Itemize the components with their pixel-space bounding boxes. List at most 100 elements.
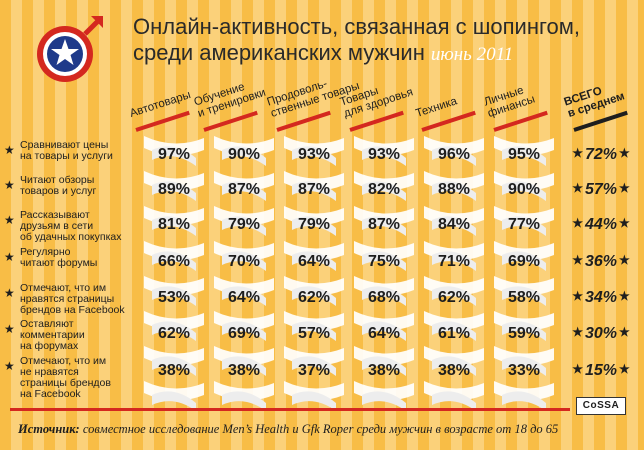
ribbon-fold [292, 356, 336, 376]
value-cell: 64% [297, 253, 331, 270]
ribbon-fold [432, 146, 476, 166]
ribbon-fold [362, 286, 406, 306]
row-label-line: брендов на Facebook [20, 304, 125, 316]
chart-title: Онлайн-активность, связанная с шопингом,… [133, 14, 580, 68]
ribbon-fold [222, 216, 266, 236]
row-label-line: страницы брендов [20, 377, 111, 389]
row-label: Отмечают, что им нравятся страницы брендов… [20, 283, 138, 316]
star-icon: ★ [572, 325, 583, 339]
ribbon-fold [152, 146, 196, 166]
row-label-line: на Facebook [20, 388, 81, 400]
row-label-line: нравятся страницы [20, 293, 115, 305]
ribbon-fold [152, 286, 196, 306]
star-icon: ★ [572, 146, 583, 160]
total-value: 36% [584, 253, 618, 270]
value-cell: 79% [297, 216, 331, 233]
value-cell: 64% [367, 325, 401, 342]
ribbon-fold [152, 181, 196, 201]
ribbon-fold [292, 391, 336, 411]
ribbon-fold [362, 181, 406, 201]
value-cell: 37% [297, 362, 331, 379]
value-cell: 87% [297, 181, 331, 198]
ribbon-fold [362, 321, 406, 341]
row-label-line: не нравятся [20, 366, 79, 378]
row-label-line: на товары и услуги [20, 150, 113, 162]
row-star-icon: ★ [4, 143, 15, 157]
title-date: июнь 2011 [430, 44, 514, 65]
ribbon-fold [502, 356, 546, 376]
star-icon: ★ [619, 181, 630, 195]
total-value: 44% [584, 216, 618, 233]
total-value: 30% [584, 325, 618, 342]
value-cell: 38% [437, 362, 471, 379]
row-star-icon: ★ [4, 286, 15, 300]
ribbon-fold [222, 286, 266, 306]
value-cell: 75% [367, 253, 401, 270]
total-value-cell: ★ 34% ★ [566, 289, 636, 307]
ribbon-fold [432, 356, 476, 376]
source-label: Источник: [18, 422, 80, 436]
row-label-line: комментарии [20, 329, 85, 341]
star-icon: ★ [572, 253, 583, 267]
star-icon: ★ [572, 289, 583, 303]
ribbon-fold [502, 321, 546, 341]
ribbon-fold [432, 181, 476, 201]
title-line-1: Онлайн-активность, связанная с шопингом, [133, 14, 581, 39]
row-star-icon: ★ [4, 250, 15, 264]
value-cell: 59% [507, 325, 541, 342]
value-cell: 96% [437, 146, 471, 163]
row-label-line: Сравнивают цены [20, 139, 109, 151]
ribbon-fold [502, 286, 546, 306]
ribbon-fold [292, 146, 336, 166]
star-icon: ★ [619, 325, 630, 339]
value-cell: 62% [297, 289, 331, 306]
row-label-line: Читают обзоры [20, 174, 95, 186]
ribbon-fold [502, 391, 546, 411]
value-cell: 61% [437, 325, 471, 342]
ribbon-fold [292, 251, 336, 271]
ribbon-fold [502, 146, 546, 166]
row-label-line: на форумах [20, 340, 79, 352]
row-star-icon: ★ [4, 359, 15, 373]
star-icon: ★ [619, 146, 630, 160]
value-cell: 53% [157, 289, 191, 306]
value-cell: 71% [437, 253, 471, 270]
value-cell: 62% [437, 289, 471, 306]
ribbon-fold [432, 286, 476, 306]
value-cell: 81% [157, 216, 191, 233]
total-value: 57% [584, 181, 618, 198]
ribbon-fold [362, 251, 406, 271]
value-cell: 77% [507, 216, 541, 233]
ribbon-fold [152, 321, 196, 341]
total-value-cell: ★ 72% ★ [566, 146, 636, 164]
value-cell: 93% [367, 146, 401, 163]
star-icon: ★ [572, 216, 583, 230]
total-value: 15% [584, 362, 618, 379]
star-icon: ★ [619, 362, 630, 376]
row-star-icon: ★ [4, 322, 15, 336]
value-cell: 84% [437, 216, 471, 233]
ribbon-fold [152, 216, 196, 236]
title-line-2-text: среди американских мужчин [133, 40, 425, 65]
ribbon-fold [432, 391, 476, 411]
value-cell: 82% [367, 181, 401, 198]
total-value-cell: ★ 57% ★ [566, 181, 636, 199]
value-cell: 90% [507, 181, 541, 198]
value-cell: 38% [367, 362, 401, 379]
row-label: Оставляют комментарии на форумах [20, 319, 138, 352]
ribbon-fold [222, 321, 266, 341]
row-label: Регулярно читают форумы [20, 247, 138, 269]
ribbon-fold [362, 391, 406, 411]
ribbon-fold [362, 216, 406, 236]
row-label-line: Регулярно [20, 246, 71, 258]
value-cell: 70% [227, 253, 261, 270]
ribbon-fold [362, 146, 406, 166]
bottom-divider [10, 408, 570, 411]
ribbon-fold [222, 181, 266, 201]
value-cell: 87% [227, 181, 261, 198]
ribbon-fold [152, 251, 196, 271]
value-cell: 95% [507, 146, 541, 163]
value-cell: 38% [157, 362, 191, 379]
ribbon-fold [222, 356, 266, 376]
